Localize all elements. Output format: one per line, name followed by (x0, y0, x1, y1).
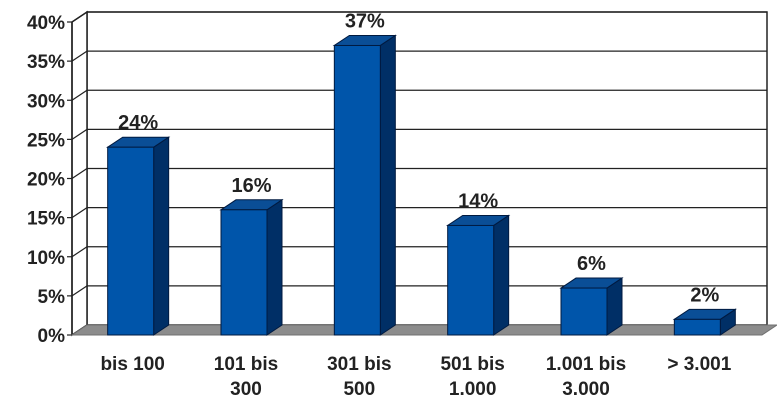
bars-layer (106, 34, 737, 336)
chart-floor (70, 324, 777, 336)
gridline-side (71, 246, 88, 258)
labels-layer: 0% 5% 10% 15% 20% 25% 30% 35% 40% 24% bis 100 16% 10… (27, 10, 732, 400)
data-label: 16% (231, 175, 271, 197)
data-label: 24% (118, 112, 158, 134)
x-tick-label: 501 bis (440, 354, 504, 375)
bar-front (447, 224, 495, 336)
bar-front (673, 318, 721, 336)
x-tick-label: 300 (230, 379, 262, 400)
bar-side (153, 136, 170, 336)
bar (559, 277, 624, 336)
bar (106, 136, 171, 336)
x-tick-label: 101 bis (214, 354, 278, 375)
x-tick-label: bis 100 (100, 354, 164, 375)
gridline-side (71, 285, 88, 297)
y-tick-label: 25% (27, 130, 65, 151)
y-tick-label: 40% (27, 13, 65, 34)
data-label: 2% (690, 284, 719, 306)
bar-front (333, 44, 381, 336)
bar-front (220, 209, 268, 336)
bar (332, 34, 397, 336)
gridline-side (71, 50, 88, 62)
bar-side (266, 198, 283, 336)
bar-front (560, 287, 608, 336)
gridline-side (71, 168, 88, 179)
bar-front (107, 146, 155, 336)
x-tick-label: 301 bis (327, 354, 391, 375)
bar-side (493, 214, 510, 336)
y-tick-label: 10% (27, 248, 65, 269)
data-label: 37% (345, 10, 385, 32)
bar-side (379, 34, 396, 336)
x-tick-label: > 3.001 (667, 354, 731, 375)
data-label: 14% (458, 190, 498, 212)
y-tick-label: 15% (27, 209, 65, 230)
gridline-side (71, 207, 88, 219)
data-label: 6% (577, 253, 606, 275)
y-tick-label: 20% (27, 170, 65, 191)
y-tick-label: 5% (38, 287, 66, 308)
x-tick-label: 500 (343, 379, 375, 400)
y-tick-label: 35% (27, 52, 65, 73)
gridline-side (71, 89, 88, 101)
bar (219, 198, 284, 336)
x-tick-label: 1.000 (449, 379, 497, 400)
bar (672, 308, 737, 336)
grid-layer (67, 10, 768, 337)
floor (70, 324, 777, 336)
y-tick-label: 0% (38, 326, 66, 347)
bar (446, 214, 511, 336)
gridline-side (71, 128, 88, 140)
x-tick-label: 3.000 (562, 379, 610, 400)
y-tick-label: 30% (27, 91, 65, 112)
gridline-side (71, 11, 88, 23)
x-tick-label: 1.001 bis (546, 354, 626, 375)
